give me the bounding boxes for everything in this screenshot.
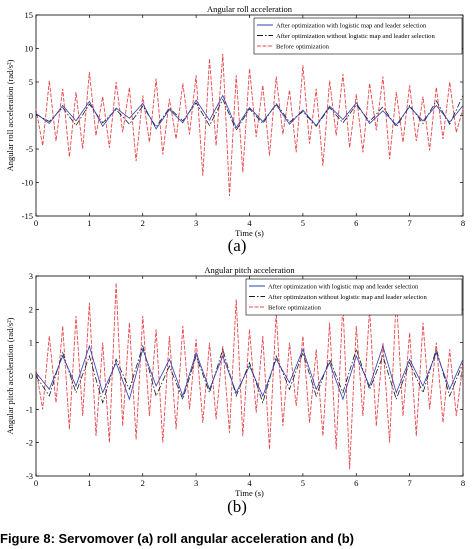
pitch-legend-entry-2: After optimization without logistic map … bbox=[268, 294, 427, 301]
pitch-chart-title: Angular pitch acceleration bbox=[204, 265, 295, 275]
pitch-series-line-1 bbox=[35, 344, 464, 401]
figure-caption: Figure 8: Servomover (a) roll angular ac… bbox=[0, 531, 354, 546]
pitch-x-tick-label: 3 bbox=[194, 478, 198, 488]
pitch-legend-entry-3: Before optimization bbox=[268, 305, 322, 312]
pitch-y-tick-label: -1 bbox=[26, 404, 33, 414]
panel-label-a: (a) bbox=[227, 236, 247, 255]
pitch-y-tick-label: 3 bbox=[29, 271, 33, 281]
pitch-x-axis-label: Time (s) bbox=[235, 488, 264, 498]
roll-series-line-1 bbox=[35, 94, 464, 130]
roll-acceleration-chart: Angular roll acceleration 0 1 2 3 4 5 6 7 8 15 10 5 0… bbox=[5, 4, 465, 238]
pitch-x-tick-label: 7 bbox=[408, 478, 412, 488]
roll-chart-title: Angular roll acceleration bbox=[207, 4, 293, 14]
roll-series-line-2 bbox=[35, 95, 464, 132]
pitch-x-tick-label: 1 bbox=[87, 478, 91, 488]
pitch-y-axis-label: Angular pitch acceleration (rad/s²) bbox=[5, 317, 15, 434]
roll-x-tick-label: 0 bbox=[34, 218, 38, 228]
roll-series-line-3 bbox=[35, 53, 464, 196]
pitch-series-line-2 bbox=[35, 344, 464, 405]
roll-x-tick-label: 8 bbox=[461, 218, 465, 228]
pitch-legend-entry-1: After optimization with logistic map and… bbox=[268, 284, 419, 291]
pitch-x-tick-label: 4 bbox=[247, 478, 252, 488]
roll-y-tick-label: -10 bbox=[22, 178, 33, 188]
pitch-legend-box bbox=[245, 278, 463, 316]
pitch-y-tick-label: 1 bbox=[29, 338, 33, 348]
pitch-y-tick-label: -2 bbox=[26, 438, 33, 448]
pitch-x-tick-label: 8 bbox=[461, 478, 465, 488]
pitch-x-tick-label: 0 bbox=[34, 478, 38, 488]
roll-x-tick-label: 1 bbox=[87, 218, 91, 228]
roll-x-tick-label: 4 bbox=[247, 218, 252, 228]
roll-y-tick-label: 15 bbox=[25, 10, 34, 20]
panel-label-b: (b) bbox=[227, 497, 247, 516]
roll-y-tick-label: -15 bbox=[22, 211, 33, 221]
pitch-x-tick-label: 2 bbox=[141, 478, 145, 488]
roll-x-tick-label: 6 bbox=[354, 218, 358, 228]
pitch-y-tick-label: 0 bbox=[29, 371, 33, 381]
pitch-series-line-3 bbox=[35, 282, 464, 470]
roll-x-axis-label: Time (s) bbox=[235, 228, 264, 238]
roll-y-tick-label: 5 bbox=[29, 77, 33, 87]
roll-legend-entry-3: Before optimization bbox=[276, 44, 330, 51]
pitch-x-tick-label: 6 bbox=[354, 478, 358, 488]
roll-legend-entry-1: After optimization with logistic map and… bbox=[276, 23, 427, 30]
pitch-y-tick-label: 2 bbox=[29, 304, 33, 314]
pitch-y-tick-label: -3 bbox=[26, 471, 33, 481]
roll-x-tick-label: 3 bbox=[194, 218, 198, 228]
roll-y-tick-label: -5 bbox=[26, 144, 33, 154]
roll-y-axis-label: Angular roll acceleration (rad/s²) bbox=[5, 59, 15, 171]
roll-x-tick-label: 5 bbox=[301, 218, 305, 228]
roll-x-tick-label: 2 bbox=[141, 218, 145, 228]
roll-legend-box bbox=[253, 17, 463, 55]
roll-y-tick-label: 10 bbox=[25, 44, 34, 54]
roll-x-tick-label: 7 bbox=[408, 218, 412, 228]
pitch-x-tick-label: 5 bbox=[301, 478, 305, 488]
roll-y-tick-label: 0 bbox=[29, 111, 33, 121]
roll-legend-entry-2: After optimization without logistic map … bbox=[276, 33, 435, 40]
